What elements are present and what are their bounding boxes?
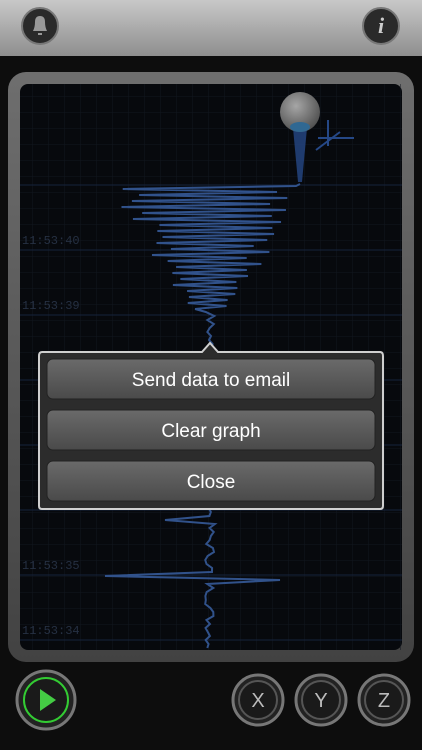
menu-items: Send data to email Clear graph Close — [46, 358, 376, 502]
bell-button[interactable] — [21, 7, 59, 45]
axis-button-inner — [364, 680, 404, 720]
axis-button-label: Y — [314, 690, 327, 712]
menu-item-label: Clear graph — [161, 421, 260, 442]
sensor — [280, 92, 354, 182]
time-label: 11:53:34 — [22, 624, 80, 638]
menu-item[interactable]: Close — [46, 460, 376, 502]
toolbar — [0, 0, 422, 56]
axis-button-label: Z — [378, 690, 390, 712]
menu-item[interactable]: Send data to email — [46, 358, 376, 400]
axis-button[interactable]: X — [231, 673, 285, 727]
info-button[interactable]: i — [362, 7, 400, 45]
time-label: 11:53:39 — [22, 299, 80, 313]
menu-item-bg — [46, 460, 376, 502]
time-label: 11:53:35 — [22, 559, 80, 573]
menu-item-label: Close — [187, 472, 236, 493]
axis-button-inner — [238, 680, 278, 720]
info-icon: i — [378, 13, 385, 38]
axis-button-label: X — [251, 690, 264, 712]
time-label: 11:53:40 — [22, 234, 80, 248]
axis-buttons: X Y Z — [231, 673, 411, 727]
play-button[interactable] — [15, 669, 77, 731]
menu-item[interactable]: Clear graph — [46, 409, 376, 451]
axis-button-inner — [301, 680, 341, 720]
info-circle — [362, 7, 400, 45]
axis-button[interactable]: Y — [294, 673, 348, 727]
time-labels: 11:53:40 11:53:39 11:53:35 11:53:34 — [22, 234, 80, 638]
menu-item-label: Send data to email — [132, 370, 290, 391]
menu-item-bg — [46, 358, 376, 400]
menu-item-bg — [46, 409, 376, 451]
axis-button[interactable]: Z — [357, 673, 411, 727]
